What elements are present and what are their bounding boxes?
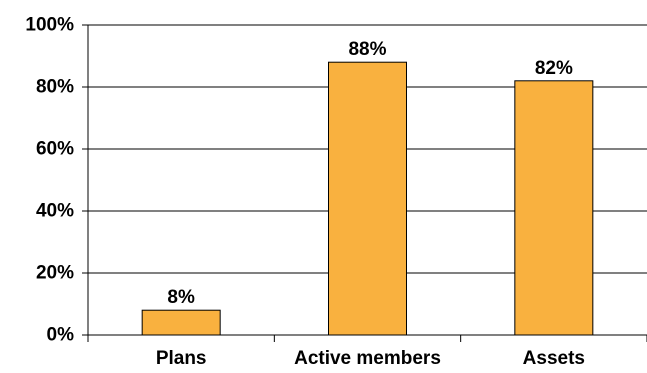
x-category-label: Plans — [156, 348, 207, 369]
data-label: 88% — [348, 39, 386, 60]
y-tick-label: 60% — [36, 139, 74, 160]
data-label: 8% — [167, 287, 195, 308]
bars — [141, 61, 594, 336]
x-category-label: Active members — [294, 348, 441, 369]
y-ticks: 0% 20% 40% 60% 80% 100% — [25, 15, 88, 346]
bar — [514, 80, 594, 336]
y-tick-label: 100% — [25, 15, 74, 36]
y-tick-label: 0% — [47, 325, 75, 346]
x-category-label: Assets — [523, 348, 585, 369]
data-labels: 8% 88% 82% — [167, 39, 573, 308]
bar — [328, 61, 407, 336]
y-tick-label: 20% — [36, 263, 74, 284]
axes — [87, 25, 647, 336]
y-tick-label: 40% — [36, 201, 74, 222]
data-label: 82% — [535, 58, 573, 79]
y-tick-label: 80% — [36, 77, 74, 98]
bar — [141, 309, 221, 336]
x-ticks: Plans Active members Assets — [87, 335, 647, 369]
